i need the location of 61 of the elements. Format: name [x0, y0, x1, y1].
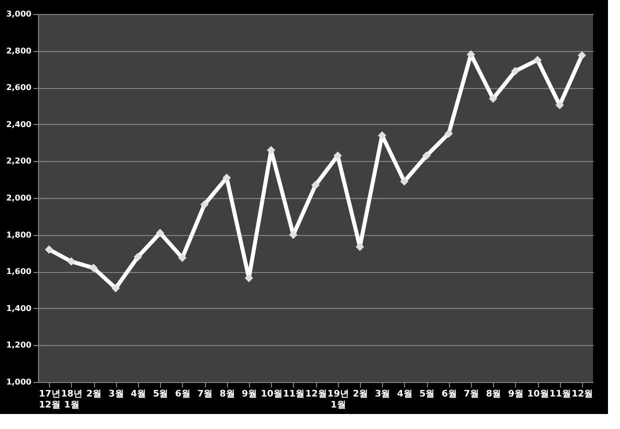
x-tick-label: 2월: [352, 390, 368, 400]
point: [488, 94, 498, 103]
y-tick-label: 1,800: [6, 230, 32, 240]
x-tick-label: 8월: [486, 390, 502, 400]
point: [244, 274, 254, 282]
point: [400, 177, 408, 186]
y-tick-label: 2,600: [6, 83, 32, 92]
y-tick-label: 1,400: [6, 304, 32, 313]
x-tick-label: 4월: [130, 390, 146, 400]
x-tick-label: 10월: [527, 390, 549, 400]
point: [556, 100, 564, 110]
y-tick-label: 2,400: [6, 120, 32, 129]
point: [511, 66, 520, 76]
y-tick-label: 2,800: [6, 46, 32, 56]
x-tick-label: 4월: [397, 390, 412, 400]
point: [334, 151, 342, 160]
point: [200, 200, 209, 209]
x-tick-label: 11월: [283, 390, 305, 400]
x-tick-label: 6월: [175, 390, 190, 400]
x-tick-label: 3월: [108, 390, 124, 400]
point: [89, 264, 98, 272]
point: [178, 254, 186, 262]
point: [356, 242, 364, 251]
x-tick-label: 6월: [442, 390, 457, 400]
x-tick-label: 2월: [86, 390, 102, 400]
y-tick-label: 1,200: [6, 340, 32, 350]
x-tick-label: 9월: [242, 390, 258, 400]
x-tick-label: 7월: [197, 390, 213, 400]
point: [222, 174, 231, 182]
point: [311, 180, 320, 190]
y-tick-label: 2,200: [6, 156, 32, 166]
point: [156, 228, 164, 238]
x-tick-label: 7월: [464, 390, 480, 400]
y-tick-label: 1,000: [6, 378, 32, 386]
x-tick-label: 12월: [572, 390, 594, 400]
x-tick-label: 19년 1월: [327, 390, 349, 410]
point: [112, 284, 120, 292]
point: [134, 252, 142, 262]
point: [578, 51, 586, 60]
y-tick-label: 2,000: [6, 194, 32, 202]
point: [266, 146, 276, 154]
point: [422, 151, 431, 160]
x-tick-label: 8월: [220, 390, 235, 400]
point: [466, 50, 476, 59]
point: [533, 56, 542, 64]
point: [44, 245, 54, 254]
y-tick-label: 1,600: [6, 267, 32, 276]
point: [67, 257, 76, 266]
x-tick-label: 10월: [260, 390, 282, 400]
x-tick-label: 3월: [374, 390, 390, 400]
x-tick-label: 5월: [419, 390, 435, 400]
x-tick-label: 9월: [508, 390, 524, 400]
point: [289, 230, 298, 239]
point: [378, 131, 386, 140]
x-tick-label: 11월: [549, 390, 571, 400]
y-tick-label: 3,000: [6, 10, 32, 18]
x-tick-label: 17년 12월: [38, 390, 60, 410]
point: [444, 129, 453, 138]
x-tick-label: 18년 1월: [61, 390, 83, 410]
x-tick-label: 12월: [305, 390, 327, 400]
x-tick-label: 5월: [152, 390, 168, 400]
